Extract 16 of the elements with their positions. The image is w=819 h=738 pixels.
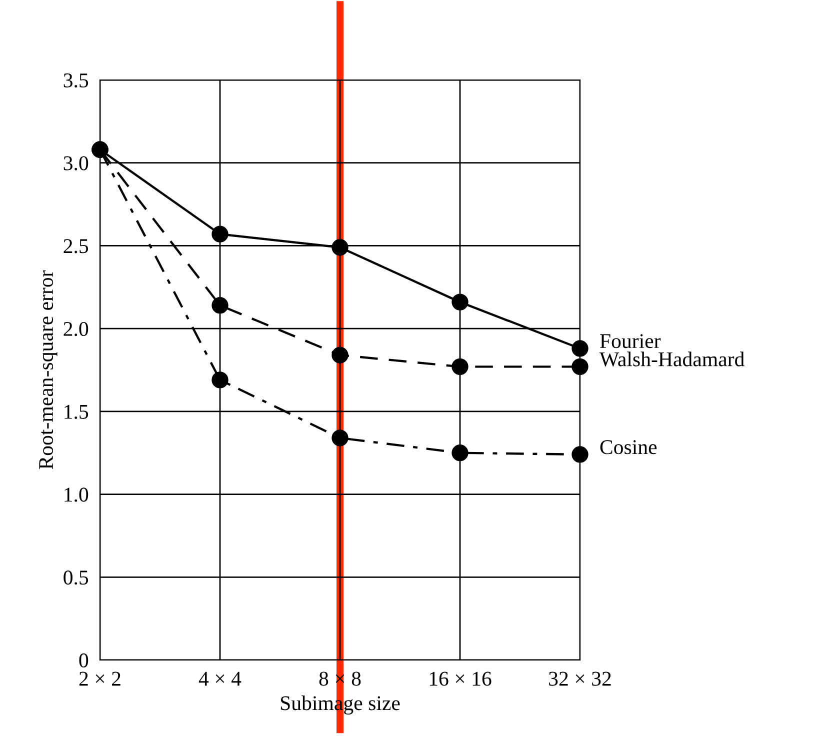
y-tick-label: 2.5 <box>64 239 88 254</box>
series-label: Cosine <box>600 440 657 454</box>
x-tick-label: 4 × 4 <box>198 672 242 686</box>
y-tick-label: 3.0 <box>64 156 88 170</box>
y-tick-label: 0.5 <box>64 570 88 585</box>
y-tick-label: 0 <box>79 653 88 668</box>
series-label: Fourier <box>600 334 661 348</box>
series-label: Walsh-Hadamard <box>599 352 744 366</box>
x-tick-label: 2 × 2 <box>79 672 120 686</box>
y-axis-title: Root-mean-square error <box>39 270 58 470</box>
x-tick-label: 16 × 16 <box>430 672 492 686</box>
x-tick-label: 32 × 32 <box>549 672 611 686</box>
y-tick-label: 1.5 <box>64 404 88 419</box>
y-tick-label: 2.0 <box>64 322 88 336</box>
y-tick-label: 1.0 <box>64 488 88 502</box>
y-tick-label: 3.5 <box>64 73 88 88</box>
